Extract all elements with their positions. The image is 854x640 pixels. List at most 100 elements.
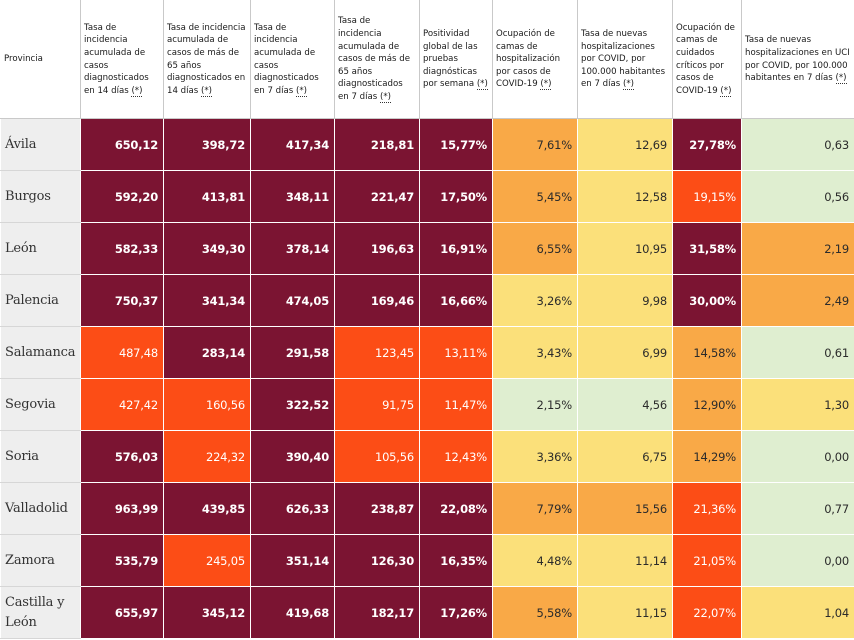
column-header-5: Positividad global de las pruebas diagnó… (419, 0, 493, 119)
footnote-marker: (*) (835, 73, 847, 85)
indicator-value-cell: 21,36% (672, 482, 742, 535)
indicator-value-cell: 160,56 (163, 378, 251, 431)
indicator-value-cell: 27,78% (672, 118, 742, 171)
column-header-label: Tasa de nuevas hospitalizaciones por COV… (581, 29, 666, 90)
footnote-marker: (*) (201, 85, 213, 97)
indicator-value-cell: 123,45 (334, 326, 420, 379)
indicator-value-cell: 963,99 (80, 482, 164, 535)
footnote-marker: (*) (131, 85, 143, 97)
province-name: Valladolid (0, 482, 81, 535)
indicator-value-cell: 105,56 (334, 430, 420, 483)
indicator-value-cell: 30,00% (672, 274, 742, 327)
indicator-value-cell: 487,48 (80, 326, 164, 379)
province-name: Ávila (0, 118, 81, 171)
table-row: Castilla y León 655,97 345,12 419,68 182,17 1… (0, 586, 854, 639)
province-name: Salamanca (0, 326, 81, 379)
indicator-value-cell: 15,56 (577, 482, 673, 535)
indicator-value-cell: 6,75 (577, 430, 673, 483)
indicator-value-cell: 750,37 (80, 274, 164, 327)
indicator-value-cell: 16,35% (419, 534, 493, 587)
indicator-value-cell: 582,33 (80, 222, 164, 275)
indicator-value-cell: 22,07% (672, 586, 742, 639)
indicator-value-cell: 2,49 (741, 274, 854, 327)
indicator-value-cell: 19,15% (672, 170, 742, 223)
indicator-value-cell: 11,14 (577, 534, 673, 587)
indicator-value-cell: 0,00 (741, 534, 854, 587)
indicator-value-cell: 351,14 (250, 534, 335, 587)
column-header-6: Ocupación de camas de hospitalización po… (492, 0, 578, 119)
indicator-value-cell: 378,14 (250, 222, 335, 275)
indicator-value-cell: 439,85 (163, 482, 251, 535)
indicator-value-cell: 7,79% (492, 482, 578, 535)
indicator-value-cell: 6,55% (492, 222, 578, 275)
indicator-value-cell: 349,30 (163, 222, 251, 275)
column-header-8: Ocupación de camas de cuidados críticos … (672, 0, 742, 119)
indicator-value-cell: 196,63 (334, 222, 420, 275)
footnote-marker: (*) (296, 85, 308, 97)
table-body: Ávila 650,12 398,72 417,34 218,81 15,77% 7,61%… (0, 118, 854, 639)
indicator-value-cell: 11,47% (419, 378, 493, 431)
column-header-2: Tasa de incidencia acumulada de casos de… (163, 0, 251, 119)
table-header-row: Provincia Tasa de incidencia acumulada de… (0, 0, 854, 119)
indicator-value-cell: 12,90% (672, 378, 742, 431)
indicator-value-cell: 11,15 (577, 586, 673, 639)
indicator-value-cell: 238,87 (334, 482, 420, 535)
indicator-value-cell: 341,34 (163, 274, 251, 327)
indicator-value-cell: 169,46 (334, 274, 420, 327)
column-header-label: Ocupación de camas de cuidados críticos … (676, 22, 735, 96)
province-name: Segovia (0, 378, 81, 431)
column-header-9: Tasa de nuevas hospitalizaciones en UCI … (741, 0, 854, 119)
indicator-value-cell: 14,29% (672, 430, 742, 483)
indicator-value-cell: 650,12 (80, 118, 164, 171)
indicator-value-cell: 427,42 (80, 378, 164, 431)
column-header-label: Ocupación de camas de hospitalización po… (496, 29, 561, 90)
indicator-value-cell: 0,77 (741, 482, 854, 535)
footnote-marker: (*) (380, 91, 392, 103)
table-row: Soria 576,03 224,32 390,40 105,56 12,43% 3,36%… (0, 430, 854, 483)
table-row: Salamanca 487,48 283,14 291,58 123,45 13,11% 3… (0, 326, 854, 379)
indicator-value-cell: 2,19 (741, 222, 854, 275)
column-header-3: Tasa de incidencia acumulada de casos di… (250, 0, 335, 119)
table-row: Segovia 427,42 160,56 322,52 91,75 11,47% 2,15… (0, 378, 854, 431)
indicator-value-cell: 21,05% (672, 534, 742, 587)
indicator-value-cell: 474,05 (250, 274, 335, 327)
indicator-value-cell: 218,81 (334, 118, 420, 171)
table-row: Valladolid 963,99 439,85 626,33 238,87 22,08%… (0, 482, 854, 535)
indicator-value-cell: 5,58% (492, 586, 578, 639)
column-header-label: Tasa de incidencia acumulada de casos di… (84, 22, 149, 96)
table-row: Burgos 592,20 413,81 348,11 221,47 17,50% 5,45… (0, 170, 854, 223)
indicator-value-cell: 15,77% (419, 118, 493, 171)
indicator-value-cell: 16,66% (419, 274, 493, 327)
indicator-value-cell: 390,40 (250, 430, 335, 483)
indicator-value-cell: 398,72 (163, 118, 251, 171)
province-name: Burgos (0, 170, 81, 223)
indicator-value-cell: 4,48% (492, 534, 578, 587)
footnote-marker: (*) (720, 85, 732, 97)
footnote-marker: (*) (623, 79, 635, 91)
indicator-value-cell: 12,69 (577, 118, 673, 171)
indicator-value-cell: 417,34 (250, 118, 335, 171)
province-name: Palencia (0, 274, 81, 327)
indicator-value-cell: 0,61 (741, 326, 854, 379)
indicator-value-cell: 12,58 (577, 170, 673, 223)
indicator-value-cell: 3,43% (492, 326, 578, 379)
indicator-value-cell: 626,33 (250, 482, 335, 535)
indicator-value-cell: 535,79 (80, 534, 164, 587)
indicator-value-cell: 221,47 (334, 170, 420, 223)
indicator-value-cell: 9,98 (577, 274, 673, 327)
table-row: León 582,33 349,30 378,14 196,63 16,91% 6,55% 1… (0, 222, 854, 275)
indicator-value-cell: 3,26% (492, 274, 578, 327)
indicator-value-cell: 126,30 (334, 534, 420, 587)
indicator-value-cell: 14,58% (672, 326, 742, 379)
indicator-value-cell: 16,91% (419, 222, 493, 275)
indicator-value-cell: 31,58% (672, 222, 742, 275)
indicator-value-cell: 5,45% (492, 170, 578, 223)
column-header-1: Tasa de incidencia acumulada de casos di… (80, 0, 164, 119)
indicator-value-cell: 17,50% (419, 170, 493, 223)
indicator-value-cell: 345,12 (163, 586, 251, 639)
province-name: León (0, 222, 81, 275)
indicator-value-cell: 419,68 (250, 586, 335, 639)
indicator-value-cell: 1,30 (741, 378, 854, 431)
indicator-value-cell: 4,56 (577, 378, 673, 431)
